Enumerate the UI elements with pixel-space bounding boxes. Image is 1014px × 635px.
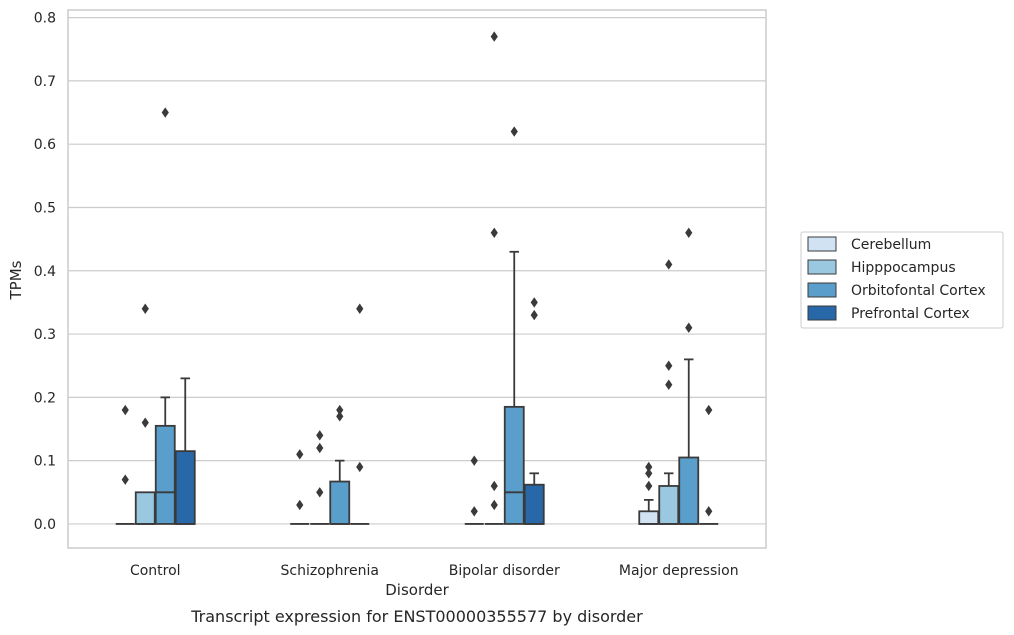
legend-swatch	[807, 236, 837, 252]
legend: Cerebellum Hipppocampus Orbitofontal Corte…	[800, 231, 1004, 329]
outlier-point	[685, 227, 693, 238]
outlier-point	[490, 31, 498, 42]
outlier-point	[316, 487, 324, 498]
outlier-point	[141, 303, 149, 314]
y-tick-label: 0.5	[34, 200, 56, 216]
y-tick-label: 0.4	[34, 264, 56, 280]
box-hipppocampus	[134, 491, 156, 525]
outlier-point	[161, 107, 169, 118]
outlier-point	[490, 480, 498, 492]
outlier-point	[336, 411, 344, 422]
y-tick-label: 0.3	[34, 327, 56, 343]
outlier-point	[530, 309, 538, 321]
box-body	[658, 485, 680, 525]
box-body	[678, 456, 700, 525]
outlier-point	[665, 360, 673, 371]
y-tick-label: 0.1	[34, 454, 56, 470]
outliers	[121, 31, 713, 517]
boxes	[115, 250, 719, 525]
chart-caption: Transcript expression for ENST0000035557…	[190, 607, 643, 626]
y-tick-label: 0.8	[34, 11, 56, 27]
box-orbitofontal-cortex	[154, 396, 176, 525]
outlier-point	[336, 404, 344, 416]
y-tick-label: 0.7	[34, 74, 56, 90]
box-body	[329, 480, 351, 525]
legend-swatch	[807, 282, 837, 298]
outlier-point	[645, 461, 653, 473]
outlier-point	[316, 430, 324, 441]
outlier-point	[490, 499, 498, 511]
x-tick-label: Control	[130, 563, 181, 579]
box-body	[523, 483, 545, 525]
outlier-point	[470, 455, 478, 466]
outlier-point	[470, 506, 478, 517]
outlier-point	[356, 461, 364, 473]
y-axis-title: TPMs	[7, 260, 25, 300]
outlier-point	[665, 259, 673, 270]
outlier-point	[121, 474, 129, 485]
outlier-point	[665, 379, 673, 390]
box-prefrontal-cortex	[174, 377, 196, 525]
outlier-point	[490, 227, 498, 238]
outlier-point	[530, 297, 538, 308]
legend-frame	[800, 231, 1004, 329]
box-body	[638, 510, 660, 525]
box-body	[154, 424, 176, 525]
x-axis-title: Disorder	[385, 581, 449, 599]
plot-frame	[67, 9, 767, 549]
outlier-point	[296, 449, 304, 460]
outlier-point	[510, 126, 518, 137]
x-tick-label: Bipolar disorder	[449, 563, 560, 579]
outlier-point	[645, 468, 653, 479]
outlier-point	[141, 417, 149, 428]
outlier-point	[121, 404, 129, 416]
box-body	[134, 491, 156, 525]
box-body	[503, 405, 525, 525]
legend-label: Prefrontal Cortex	[851, 306, 970, 322]
box-orbitofontal-cortex	[678, 358, 700, 525]
x-tick-labels: Control Schizophrenia Bipolar disorder Majo…	[130, 563, 739, 579]
legend-swatch	[807, 305, 837, 321]
box-body	[174, 450, 196, 525]
outlier-point	[296, 499, 304, 511]
legend-swatch	[807, 259, 837, 275]
x-tick-label: Schizophrenia	[281, 563, 379, 579]
box-hipppocampus	[658, 472, 680, 525]
y-tick-label: 0.6	[34, 137, 56, 153]
y-tick-label: 0.2	[34, 390, 56, 406]
outlier-point	[705, 404, 713, 416]
outlier-point	[645, 480, 653, 492]
outlier-point	[316, 442, 324, 454]
box-prefrontal-cortex	[523, 472, 545, 525]
x-tick-label: Major depression	[619, 563, 739, 579]
y-tick-label: 0.0	[34, 517, 56, 533]
outlier-point	[356, 303, 364, 314]
box-orbitofontal-cortex	[329, 459, 351, 525]
box-cerebellum	[638, 498, 660, 525]
y-tick-labels: 0.0 0.1 0.2 0.3 0.4 0.5 0.6 0.7 0.8	[34, 11, 56, 533]
box-orbitofontal-cortex	[503, 250, 525, 525]
outlier-point	[685, 322, 693, 333]
legend-label: Orbitofontal Cortex	[851, 283, 986, 299]
outlier-point	[705, 506, 713, 517]
legend-label: Hipppocampus	[851, 260, 956, 276]
legend-label: Cerebellum	[851, 237, 931, 253]
